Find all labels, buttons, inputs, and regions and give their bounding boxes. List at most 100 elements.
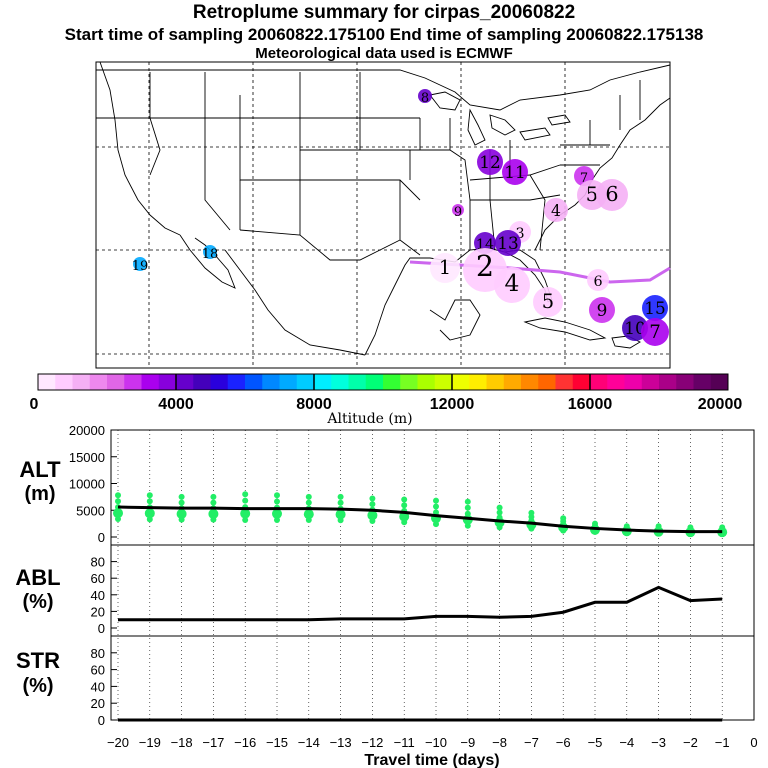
colorbar-cell — [227, 374, 246, 390]
colorbar-cell — [624, 374, 643, 390]
plume-cluster-7 — [641, 318, 669, 346]
plume-cluster-9 — [452, 204, 464, 216]
alt-spread-point — [272, 508, 282, 519]
alt-spread-point — [305, 499, 312, 506]
xtick-label: −16 — [234, 735, 256, 750]
alt-spread-point — [178, 493, 185, 500]
ytick-alt-15000: 15000 — [69, 450, 105, 465]
colorbar-cell — [693, 374, 712, 390]
ytick-str-60: 60 — [91, 663, 105, 678]
colorbar-cell — [279, 374, 298, 390]
alt-spread-point — [433, 509, 439, 516]
colorbar-tick-12000: 12000 — [430, 396, 475, 413]
colorbar-cell — [572, 374, 591, 390]
alt-spread-point — [115, 492, 121, 499]
xtick-label: −2 — [683, 735, 698, 750]
colorbar-cell — [503, 374, 522, 390]
colorbar-cell — [210, 374, 229, 390]
alt-mean-line — [117, 505, 723, 534]
colorbar-cell — [538, 374, 556, 390]
xtick-label: −6 — [556, 735, 571, 750]
colorbar-tick-8000: 8000 — [296, 396, 332, 413]
plume-cluster-18 — [203, 245, 217, 259]
alt-spread-point — [144, 508, 155, 519]
colorbar-cell — [331, 374, 349, 390]
colorbar-cell — [383, 374, 401, 390]
alt-spread-point — [113, 508, 123, 519]
xtick-label: −15 — [266, 735, 288, 750]
alt-spread-point — [305, 493, 312, 500]
alt-spread-point — [274, 498, 280, 505]
plume-label-1: 1 — [439, 256, 451, 279]
alt-spread-point — [369, 501, 376, 508]
colorbar-cell — [676, 374, 694, 390]
colorbar-tick-16000: 16000 — [568, 396, 613, 413]
colorbar-cell — [607, 374, 625, 390]
colorbar-cell — [124, 374, 142, 390]
plume-cluster-1 — [430, 253, 460, 283]
xtick-label: −12 — [361, 735, 383, 750]
colorbar-cell — [72, 374, 91, 390]
colorbar-cell — [38, 374, 56, 390]
colorbar-cell — [417, 374, 436, 390]
plume-cluster-13 — [495, 230, 521, 256]
plume-label-5: 5 — [542, 290, 554, 313]
colorbar-cell — [452, 374, 470, 390]
alt-spread-point — [369, 495, 376, 502]
plume-label-4: 4 — [551, 202, 561, 220]
plume-label-15: 15 — [644, 298, 666, 318]
xtick-label: −20 — [107, 735, 129, 750]
str-panel-label: STR — [16, 648, 60, 673]
xtick-label: −1 — [715, 735, 730, 750]
alt-spread-point — [496, 509, 503, 516]
xtick-label: −14 — [298, 735, 320, 750]
coastlines-and-borders — [96, 61, 671, 356]
alt-spread-point — [274, 492, 280, 499]
sampling-times: Start time of sampling 20060822.175100 E… — [64, 25, 704, 44]
alt-spread-point — [303, 509, 314, 520]
colorbar-cell — [434, 374, 453, 390]
colorbar-cell — [89, 374, 108, 390]
plume-label-18: 18 — [202, 247, 219, 262]
colorbar-cell — [158, 374, 177, 390]
plume-cluster-6 — [596, 179, 628, 211]
plume-label-11: 11 — [504, 162, 526, 182]
colorbar-cell — [245, 374, 263, 390]
ytick-str-20: 20 — [91, 696, 105, 711]
plume-label-7: 7 — [649, 322, 661, 343]
xtick-label: −17 — [202, 735, 224, 750]
plume-label-4: 4 — [505, 269, 520, 297]
colorbar-tick-20000: 20000 — [698, 396, 743, 413]
plume-label-9: 9 — [454, 205, 462, 220]
colorbar-cell — [659, 374, 677, 390]
ytick-abl-0: 0 — [98, 621, 105, 636]
alt-spread-point — [464, 498, 471, 505]
alt-spread-point — [655, 523, 662, 530]
colorbar-cell — [710, 374, 729, 390]
ytick-str-0: 0 — [98, 713, 105, 728]
plume-cluster-19 — [133, 257, 147, 271]
plume-cluster-5 — [533, 287, 563, 317]
plume-label-10: 10 — [624, 318, 646, 338]
plume-cluster-15 — [642, 295, 668, 321]
alt-spread-point — [464, 504, 471, 511]
xtick-label: −11 — [394, 735, 415, 750]
alt-spread-point — [496, 504, 503, 511]
plume-track — [409, 260, 671, 284]
colorbar-cell — [141, 374, 160, 390]
xtick-label: −7 — [524, 735, 539, 750]
alt-spread-point — [178, 499, 185, 506]
alt-spread-point — [210, 499, 217, 506]
alt-panel-label: ALT — [19, 457, 61, 482]
plume-label-6: 6 — [605, 182, 618, 206]
plume-label-19: 19 — [132, 259, 149, 274]
timeseries-panels: ALT (m) ABL (%) STR (%) 0 5000 10000 15000 2… — [15, 423, 757, 768]
alt-spread-point — [242, 497, 249, 504]
alt-spread-point — [496, 514, 503, 521]
abl-panel-label: ABL — [15, 565, 60, 590]
str-panel-unit: (%) — [22, 675, 53, 697]
colorbar-cell — [262, 374, 280, 390]
ytick-abl-60: 60 — [91, 571, 105, 586]
